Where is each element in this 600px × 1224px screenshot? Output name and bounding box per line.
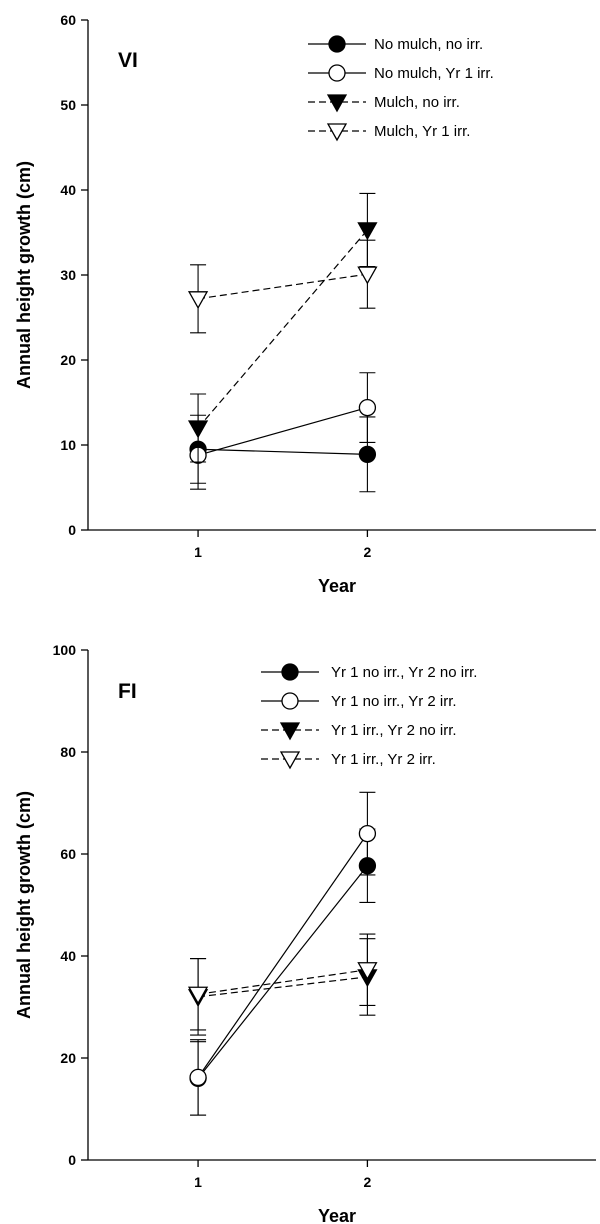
series-1 (189, 791, 377, 1116)
chart-panel-vi: 0 10 20 30 40 50 60 1 2 Year Annual height growth … (14, 12, 596, 596)
x-tick-label: 2 (364, 1174, 372, 1190)
y-tick-label: 40 (60, 948, 76, 964)
data-point (357, 222, 378, 241)
series-line (197, 229, 368, 429)
legend-marker (328, 35, 346, 53)
y-axis-title: Annual height growth (cm) (14, 791, 34, 1019)
y-tick-label: 80 (60, 744, 76, 760)
y-tick-label: 30 (60, 267, 76, 283)
series-2 (187, 192, 378, 463)
series-line (197, 273, 368, 300)
y-tick-label: 60 (60, 846, 76, 862)
y-axis-title: Annual height growth (cm) (14, 161, 34, 389)
legend-label: Yr 1 no irr., Yr 2 no irr. (331, 664, 477, 681)
y-tick-label: 100 (53, 642, 77, 658)
legend-marker (281, 663, 299, 681)
legend-marker (279, 722, 301, 741)
legend-label: Mulch, no irr. (374, 94, 460, 111)
legend-label: Mulch, Yr 1 irr. (374, 123, 470, 140)
data-point (187, 291, 209, 310)
series-3 (187, 239, 378, 334)
chart-panel-fi: 0 20 40 60 80 100 1 2 Year Annual height growth (… (14, 642, 596, 1224)
x-tick-label: 1 (194, 544, 202, 560)
series-0 (189, 414, 377, 493)
series-line (197, 407, 368, 456)
legend-marker (326, 94, 348, 113)
series-line (197, 865, 368, 1079)
y-tick-label: 0 (68, 1152, 76, 1168)
data-point (358, 824, 377, 843)
legend-marker (279, 751, 301, 770)
data-point (187, 986, 209, 1005)
y-tick-label: 20 (60, 352, 76, 368)
y-tick-label: 50 (60, 97, 76, 113)
x-tick-label: 2 (364, 544, 372, 560)
legend-label: Yr 1 irr., Yr 2 irr. (331, 751, 436, 768)
y-tick-label: 0 (68, 522, 76, 538)
series-2 (187, 938, 378, 1036)
panel-label: VI (118, 49, 138, 72)
data-point (189, 1068, 207, 1087)
legend: Yr 1 no irr., Yr 2 no irr. Yr 1 no irr., … (261, 663, 477, 770)
y-tick-label: 60 (60, 12, 76, 28)
x-tick-label: 1 (194, 1174, 202, 1190)
series-line (198, 448, 368, 455)
legend-label: Yr 1 no irr., Yr 2 irr. (331, 693, 457, 710)
data-point (187, 420, 209, 439)
legend-marker (281, 692, 299, 710)
legend-marker (328, 64, 346, 82)
y-tick-label: 40 (60, 182, 76, 198)
series-0 (189, 828, 377, 1116)
legend-marker (326, 123, 348, 142)
panel-label: FI (118, 680, 137, 703)
data-point (358, 398, 377, 417)
legend-label: Yr 1 irr., Yr 2 no irr. (331, 722, 457, 739)
data-point (357, 962, 378, 981)
legend-label: No mulch, Yr 1 irr. (374, 65, 494, 82)
series-line (197, 976, 368, 998)
y-tick-label: 10 (60, 437, 76, 453)
series-line (197, 969, 368, 995)
series-line (197, 833, 368, 1078)
y-tick-label: 20 (60, 1050, 76, 1066)
series-1 (189, 372, 377, 490)
data-point (358, 445, 377, 464)
data-point (357, 266, 378, 285)
x-axis-title: Year (318, 1206, 356, 1224)
series-3 (187, 933, 378, 1031)
x-axis-title: Year (318, 576, 356, 596)
legend-label: No mulch, no irr. (374, 36, 483, 53)
legend: No mulch, no irr. No mulch, Yr 1 irr. Mulc… (308, 35, 494, 142)
